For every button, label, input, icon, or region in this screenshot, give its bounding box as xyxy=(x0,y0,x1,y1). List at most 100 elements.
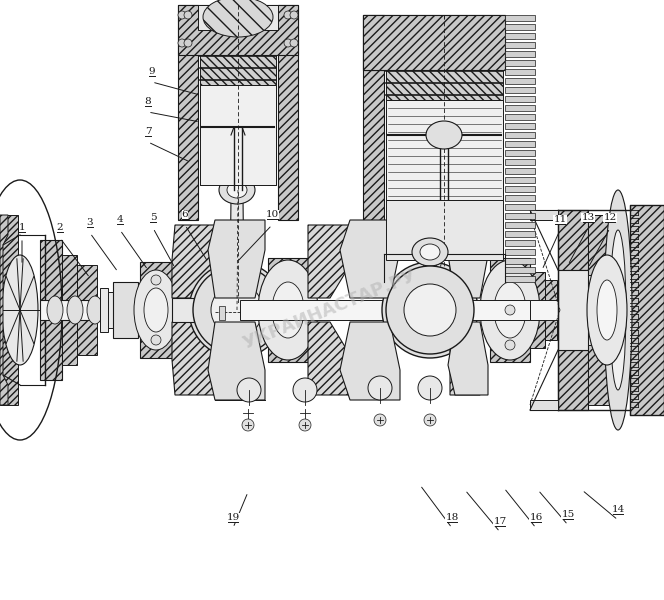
Bar xyxy=(172,298,194,322)
Polygon shape xyxy=(172,322,215,395)
Bar xyxy=(0,215,18,405)
Bar xyxy=(505,15,535,21)
Ellipse shape xyxy=(290,11,298,19)
Bar xyxy=(505,105,535,111)
Text: УКРАИНАСТАР.РУ: УКРАИНАСТАР.РУ xyxy=(240,267,420,353)
Polygon shape xyxy=(308,322,350,395)
Polygon shape xyxy=(450,225,480,298)
Bar xyxy=(62,255,77,365)
Polygon shape xyxy=(208,322,265,400)
Text: 3: 3 xyxy=(87,218,94,227)
Bar xyxy=(505,159,535,165)
Bar xyxy=(505,213,535,219)
Ellipse shape xyxy=(237,378,261,402)
Bar xyxy=(558,270,588,350)
Text: 14: 14 xyxy=(612,505,625,514)
Bar xyxy=(505,33,535,39)
Ellipse shape xyxy=(426,121,462,149)
Text: 18: 18 xyxy=(446,513,459,522)
Text: 11: 11 xyxy=(553,215,566,224)
Bar xyxy=(505,222,535,228)
Ellipse shape xyxy=(597,280,617,340)
Ellipse shape xyxy=(178,11,186,19)
Text: 5: 5 xyxy=(149,213,156,222)
Polygon shape xyxy=(450,322,480,395)
Ellipse shape xyxy=(418,376,442,400)
Bar xyxy=(363,15,384,282)
Bar xyxy=(200,55,276,85)
Bar xyxy=(505,123,535,129)
Polygon shape xyxy=(340,322,400,400)
Ellipse shape xyxy=(87,296,103,324)
Ellipse shape xyxy=(178,39,186,47)
Text: 9: 9 xyxy=(149,67,155,76)
Ellipse shape xyxy=(193,266,281,354)
Polygon shape xyxy=(0,215,8,405)
Text: 8: 8 xyxy=(145,97,151,106)
Bar xyxy=(505,51,535,57)
Bar xyxy=(505,141,535,147)
Bar xyxy=(40,300,240,320)
Bar xyxy=(178,5,198,220)
Bar xyxy=(200,155,208,185)
Bar xyxy=(140,262,172,358)
Text: 15: 15 xyxy=(561,510,574,519)
Bar xyxy=(138,286,143,292)
Bar xyxy=(138,294,143,300)
Bar xyxy=(108,292,113,328)
Bar xyxy=(200,115,215,140)
Ellipse shape xyxy=(209,282,265,338)
Ellipse shape xyxy=(2,255,38,365)
Ellipse shape xyxy=(420,244,440,260)
Ellipse shape xyxy=(290,39,298,47)
Bar xyxy=(386,100,503,200)
Ellipse shape xyxy=(189,262,285,358)
Ellipse shape xyxy=(284,39,292,47)
Bar xyxy=(261,115,276,140)
Bar xyxy=(558,210,588,270)
Bar xyxy=(386,70,503,100)
Polygon shape xyxy=(308,225,350,298)
Bar xyxy=(505,78,535,84)
Polygon shape xyxy=(448,322,488,395)
Ellipse shape xyxy=(402,282,458,338)
Bar xyxy=(200,85,276,185)
Ellipse shape xyxy=(47,296,63,324)
Ellipse shape xyxy=(227,182,247,198)
Text: 17: 17 xyxy=(493,517,507,526)
Bar xyxy=(505,276,535,282)
Bar xyxy=(505,204,535,210)
Bar xyxy=(558,350,588,410)
Bar xyxy=(138,302,143,308)
Bar xyxy=(505,69,535,75)
Text: 7: 7 xyxy=(145,127,151,136)
Text: 13: 13 xyxy=(582,213,595,222)
Bar xyxy=(505,195,535,201)
Bar xyxy=(138,318,143,324)
Bar xyxy=(505,240,535,246)
Ellipse shape xyxy=(368,376,392,400)
Polygon shape xyxy=(226,198,248,332)
Ellipse shape xyxy=(211,284,263,336)
Bar xyxy=(278,5,298,220)
Bar xyxy=(505,132,535,138)
Polygon shape xyxy=(448,225,488,298)
Ellipse shape xyxy=(184,11,192,19)
Bar xyxy=(505,258,535,264)
Bar xyxy=(530,400,558,410)
Bar xyxy=(40,240,62,380)
Ellipse shape xyxy=(480,260,540,360)
Ellipse shape xyxy=(67,296,83,324)
Text: 10: 10 xyxy=(266,210,279,219)
Bar xyxy=(530,300,630,320)
Polygon shape xyxy=(172,225,215,298)
Bar xyxy=(363,15,505,70)
Bar xyxy=(386,200,503,260)
Ellipse shape xyxy=(284,11,292,19)
Ellipse shape xyxy=(203,0,273,37)
Bar xyxy=(588,345,610,405)
Bar xyxy=(630,205,664,415)
Text: 6: 6 xyxy=(182,210,189,219)
Ellipse shape xyxy=(144,288,168,332)
Text: 1: 1 xyxy=(19,223,25,232)
